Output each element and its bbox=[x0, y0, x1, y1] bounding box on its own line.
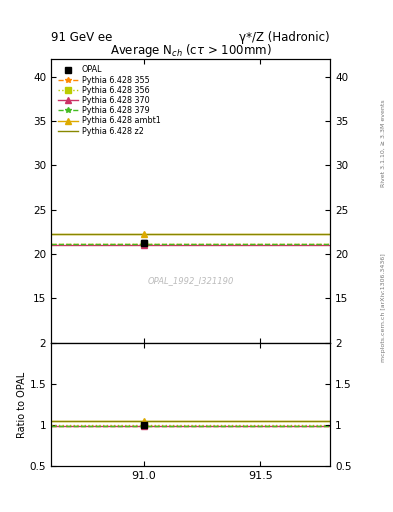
Text: 91 GeV ee: 91 GeV ee bbox=[51, 31, 112, 44]
Text: Rivet 3.1.10, ≥ 3.3M events: Rivet 3.1.10, ≥ 3.3M events bbox=[381, 99, 386, 187]
Text: OPAL_1992_I321190: OPAL_1992_I321190 bbox=[147, 276, 234, 285]
Legend: OPAL, Pythia 6.428 355, Pythia 6.428 356, Pythia 6.428 370, Pythia 6.428 379, Py: OPAL, Pythia 6.428 355, Pythia 6.428 356… bbox=[55, 63, 163, 138]
Title: Average N$_{ch}$ (c$\tau$ > 100mm): Average N$_{ch}$ (c$\tau$ > 100mm) bbox=[110, 42, 272, 59]
Text: mcplots.cern.ch [arXiv:1306.3436]: mcplots.cern.ch [arXiv:1306.3436] bbox=[381, 253, 386, 361]
Text: γ*/Z (Hadronic): γ*/Z (Hadronic) bbox=[239, 31, 330, 44]
Y-axis label: Ratio to OPAL: Ratio to OPAL bbox=[17, 371, 27, 438]
